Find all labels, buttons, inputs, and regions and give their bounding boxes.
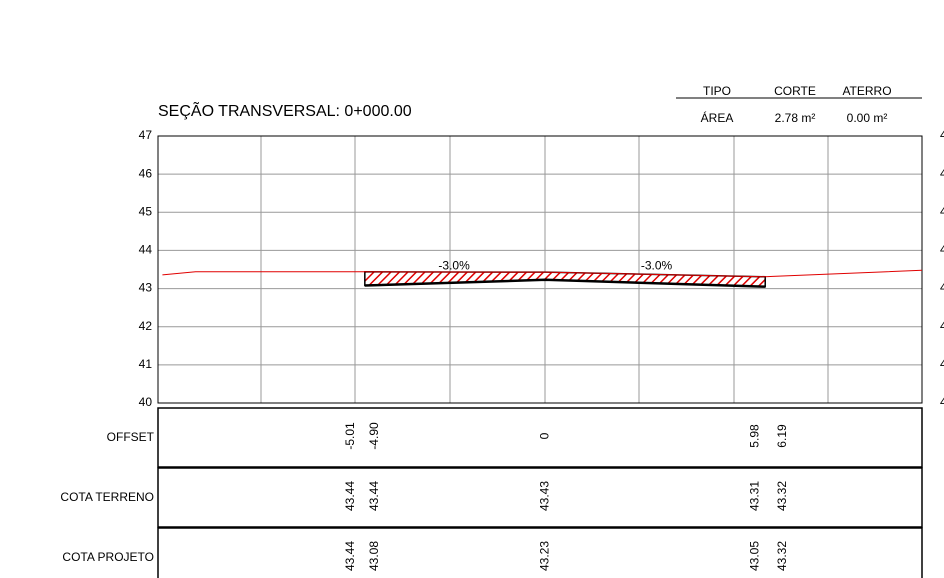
band-value: 43.43: [537, 481, 551, 511]
band-label: OFFSET: [107, 430, 155, 444]
y2-tick-label: 47: [940, 128, 944, 142]
band-value: 0: [537, 432, 551, 439]
summary-head: TIPO: [703, 84, 731, 98]
band-value: -5.01: [343, 422, 357, 450]
y2-tick-label: 46: [940, 166, 944, 180]
band-row: [157, 467, 923, 528]
terrain-line: [162, 269, 923, 278]
y-tick-label: 41: [139, 357, 153, 371]
y-tick-label: 44: [139, 243, 153, 257]
y2-tick-label: 43: [940, 281, 944, 295]
slope-label: -3.0%: [641, 259, 673, 273]
summary-head: ATERRO: [842, 84, 891, 98]
title: SEÇÃO TRANSVERSAL: 0+000.00: [158, 100, 412, 120]
y-tick-label: 43: [139, 281, 153, 295]
band-value: 43.32: [775, 541, 789, 571]
band-value: -4.90: [367, 422, 381, 450]
band-row: [157, 527, 923, 578]
y-tick-label: 47: [139, 128, 153, 142]
y2-tick-label: 44: [940, 243, 944, 257]
band-value: 43.32: [775, 481, 789, 511]
slope-label: -3.0%: [438, 259, 470, 273]
y-tick-label: 45: [139, 204, 153, 218]
vertical-grid: [260, 136, 829, 403]
y-tick-label: 40: [139, 395, 153, 409]
band-label: COTA TERRENO: [60, 490, 154, 504]
y2-tick-label: 41: [940, 357, 944, 371]
y2-tick-label: 45: [940, 204, 944, 218]
band-value: 43.23: [537, 541, 551, 571]
band-row: [157, 407, 923, 468]
plot-frame: [157, 135, 923, 404]
summary-cell: 0.00 m²: [847, 111, 888, 125]
band-label: COTA PROJETO: [62, 550, 154, 564]
band-value: 43.44: [343, 481, 357, 511]
band-value: 43.31: [747, 481, 761, 511]
band-value: 43.44: [343, 541, 357, 571]
summary-cell: ÁREA: [701, 110, 734, 125]
band-value: 43.08: [367, 541, 381, 571]
band-value: 5.98: [747, 424, 761, 448]
band-value: 6.19: [775, 424, 789, 448]
band-value: 43.44: [367, 481, 381, 511]
summary-head: CORTE: [774, 84, 816, 98]
design-line: [364, 278, 766, 288]
band-value: 43.05: [747, 541, 761, 571]
y2-tick-label: 40: [940, 395, 944, 409]
y2-tick-label: 42: [940, 319, 944, 333]
summary-cell: 2.78 m²: [775, 111, 816, 125]
y-tick-label: 42: [139, 319, 153, 333]
y-tick-label: 46: [139, 166, 153, 180]
